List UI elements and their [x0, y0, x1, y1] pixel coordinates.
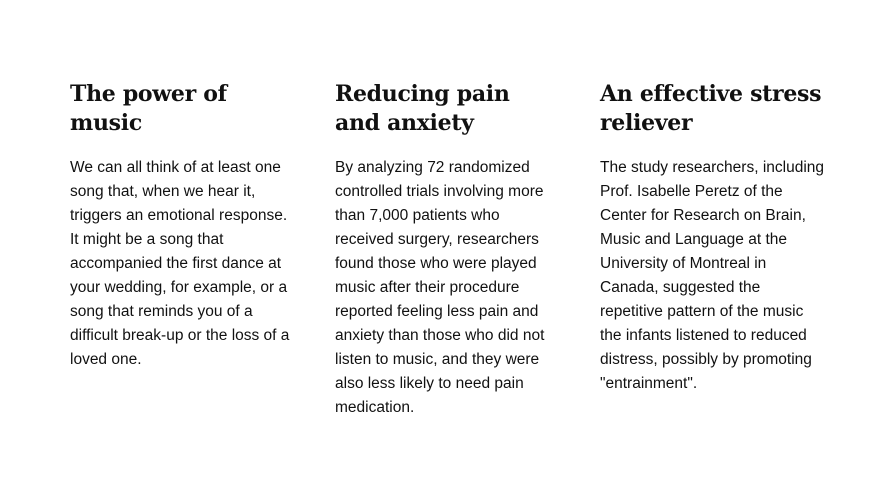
article-columns: The power of music We can all think of a…	[70, 80, 826, 420]
column-reducing-pain: Reducing pain and anxiety By analyzing 7…	[335, 80, 561, 420]
column-body: By analyzing 72 randomized controlled tr…	[335, 159, 545, 416]
column-stress-reliever: An effective stress reliever The study r…	[600, 80, 826, 420]
column-heading: The power of music	[70, 81, 227, 136]
column-body: We can all think of at least one song th…	[70, 159, 290, 368]
column-heading: Reducing pain and anxiety	[335, 81, 510, 136]
column-heading: An effective stress reliever	[600, 81, 822, 136]
column-body: The study researchers, including Prof. I…	[600, 159, 825, 392]
column-power-of-music: The power of music We can all think of a…	[70, 80, 296, 420]
